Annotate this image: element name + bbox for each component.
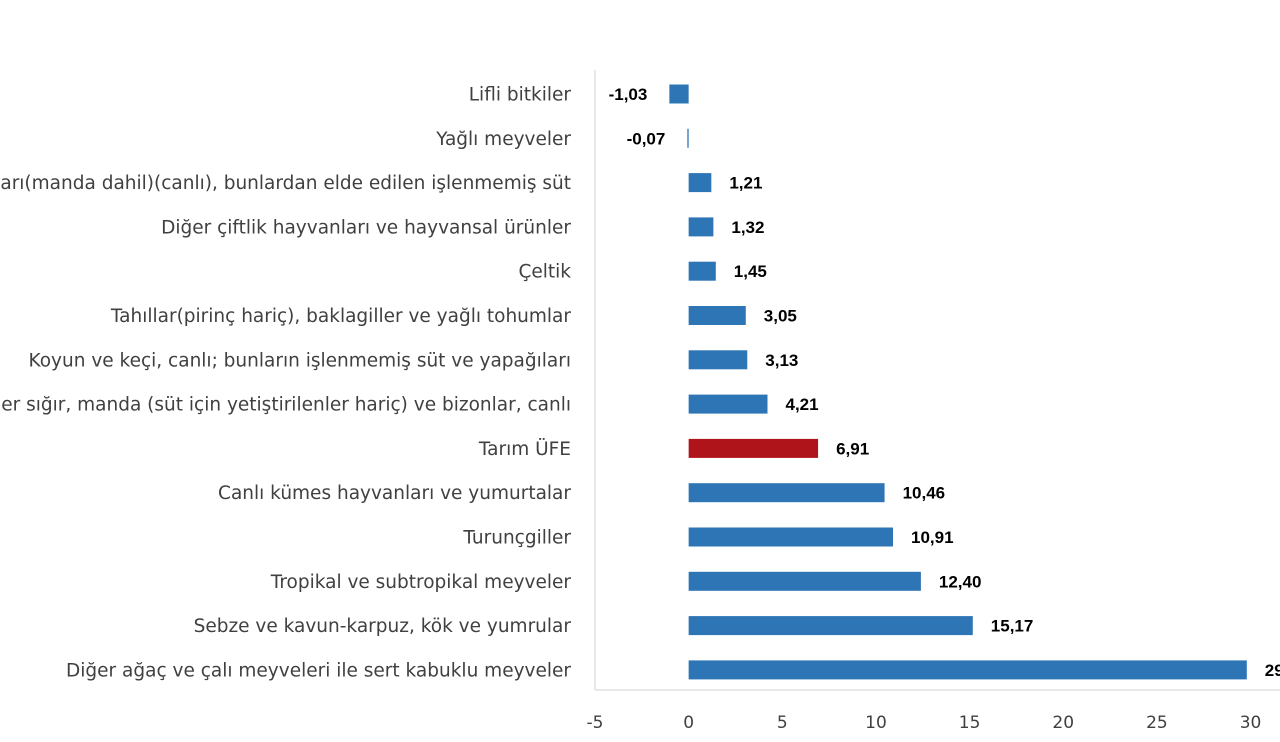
x-tick-label: 0 bbox=[683, 713, 694, 733]
value-label: -1,03 bbox=[609, 85, 648, 104]
category-label: Turunçgiller bbox=[462, 528, 571, 549]
category-label: Diğer sığır, manda (süt için yetiştirile… bbox=[0, 395, 571, 416]
bar bbox=[688, 173, 712, 193]
x-axis: -5 0 5 10 15 20 25 30 bbox=[587, 70, 1280, 733]
bar bbox=[688, 306, 746, 325]
x-tick-label: 20 bbox=[1052, 713, 1074, 733]
bar bbox=[688, 261, 716, 281]
bar bbox=[688, 483, 885, 503]
x-tick-label: -5 bbox=[587, 713, 604, 733]
value-label: -0,07 bbox=[627, 129, 666, 148]
x-tick-label: 10 bbox=[865, 713, 887, 733]
value-label: 3,05 bbox=[764, 307, 797, 326]
bar bbox=[688, 350, 748, 370]
bar-highlight bbox=[688, 438, 819, 458]
bar bbox=[688, 394, 768, 414]
value-label: 1,45 bbox=[734, 262, 767, 281]
x-tick-label: 25 bbox=[1146, 713, 1168, 733]
value-label: 3,13 bbox=[765, 351, 798, 370]
bar bbox=[669, 84, 689, 104]
category-label: Çeltik bbox=[518, 262, 571, 283]
category-label: Yağlı meyveler bbox=[435, 129, 571, 150]
value-label: 10,46 bbox=[903, 484, 946, 503]
value-label: 4,21 bbox=[786, 395, 819, 414]
category-labels: Lifli bitkiler Yağlı meyveler Süt sığırlar… bbox=[0, 85, 571, 682]
category-label: Tropikal ve subtropikal meyveler bbox=[270, 572, 572, 593]
value-label: 29,80 bbox=[1265, 661, 1280, 680]
category-label: Diğer çiftlik hayvanları ve hayvansal ür… bbox=[161, 217, 571, 238]
bars bbox=[669, 84, 1247, 680]
bar bbox=[688, 217, 714, 237]
category-label: Sebze ve kavun-karpuz, kök ve yumrular bbox=[194, 616, 572, 637]
value-label: 1,21 bbox=[729, 174, 762, 193]
x-tick-label: 30 bbox=[1240, 713, 1262, 733]
category-label: Tarım ÜFE bbox=[478, 438, 571, 460]
category-label: Koyun ve keçi, canlı; bunların işlenmemi… bbox=[29, 350, 571, 371]
category-label: Süt sığırları(manda dahil)(canlı), bunla… bbox=[0, 173, 571, 194]
bar bbox=[688, 571, 921, 591]
value-label: 6,91 bbox=[836, 439, 869, 458]
value-label: 1,32 bbox=[731, 218, 764, 237]
category-label: Diğer ağaç ve çalı meyveleri ile sert ka… bbox=[66, 660, 571, 681]
x-tick-label: 5 bbox=[777, 713, 788, 733]
category-label: Tahıllar(pirinç hariç), baklagiller ve y… bbox=[110, 306, 571, 327]
category-label: Canlı kümes hayvanları ve yumurtalar bbox=[218, 483, 571, 504]
value-label: 15,17 bbox=[991, 617, 1034, 636]
bar bbox=[687, 128, 689, 148]
category-label: Lifli bitkiler bbox=[469, 85, 572, 106]
value-label: 10,91 bbox=[911, 528, 954, 547]
value-labels: -1,03 -0,07 1,21 1,32 1,45 3,05 3,13 4,21 6,91 10… bbox=[609, 85, 1280, 680]
bar bbox=[688, 527, 893, 547]
value-label: 12,40 bbox=[939, 572, 982, 591]
bar bbox=[688, 660, 1247, 680]
bar bbox=[688, 616, 973, 636]
x-tick-label: 15 bbox=[959, 713, 981, 733]
